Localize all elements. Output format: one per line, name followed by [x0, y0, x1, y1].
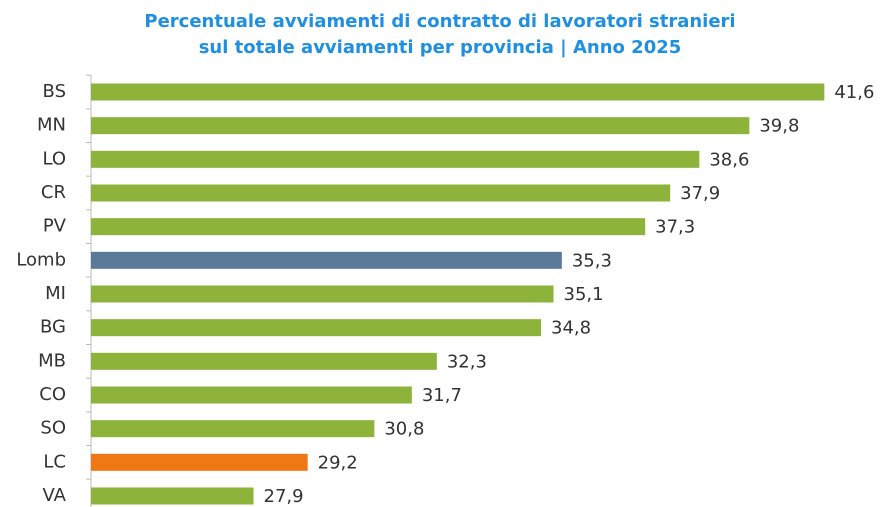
category-label: VA	[43, 485, 67, 506]
bar	[91, 150, 700, 168]
bar	[91, 420, 375, 438]
value-label: 27,9	[264, 486, 304, 507]
category-label: MI	[45, 283, 66, 304]
category-label: BS	[43, 81, 66, 102]
value-label: 30,8	[384, 419, 424, 440]
category-label: LC	[43, 451, 66, 472]
bar	[91, 487, 254, 505]
value-label: 39,8	[759, 116, 799, 137]
bar	[91, 352, 437, 370]
value-label: 37,3	[655, 217, 695, 238]
bar	[91, 117, 750, 135]
chart-title: sul totale avviamenti per provincia | An…	[199, 37, 682, 58]
bar	[91, 218, 646, 236]
bar	[91, 453, 308, 471]
category-label: CO	[39, 384, 66, 405]
value-label: 37,9	[680, 183, 720, 204]
category-label: Lomb	[16, 249, 66, 270]
value-label: 32,3	[447, 351, 487, 372]
bar	[91, 285, 554, 303]
category-label: LO	[42, 148, 66, 169]
bar	[91, 184, 671, 202]
category-label: CR	[41, 182, 66, 203]
category-label: PV	[43, 216, 67, 237]
category-label: BG	[40, 317, 66, 338]
value-label: 29,2	[318, 452, 358, 473]
category-label: SO	[40, 418, 66, 439]
value-label: 35,3	[572, 250, 612, 271]
bar	[91, 83, 825, 101]
value-label: 41,6	[834, 82, 874, 103]
bar	[91, 251, 562, 269]
value-label: 35,1	[564, 284, 604, 305]
value-label: 31,7	[422, 385, 462, 406]
category-label: MN	[37, 115, 66, 136]
value-label: 34,8	[551, 318, 591, 339]
chart-title: Percentuale avviamenti di contratto di l…	[144, 11, 735, 32]
bar	[91, 386, 412, 404]
bar	[91, 319, 541, 337]
value-label: 38,6	[709, 149, 749, 170]
category-label: MB	[38, 350, 66, 371]
